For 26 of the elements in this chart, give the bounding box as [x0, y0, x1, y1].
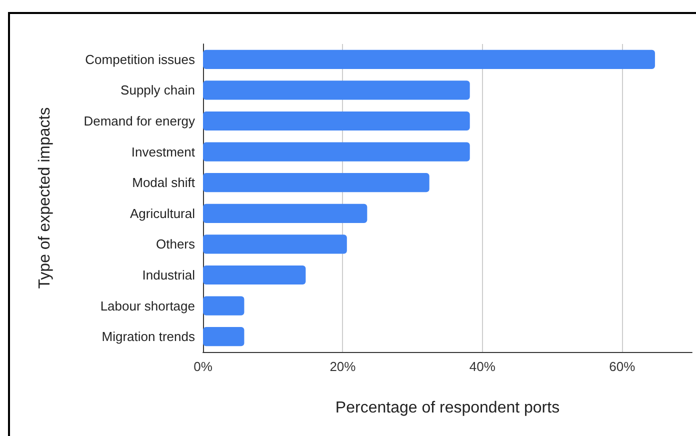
x-tick-label: 60%	[609, 359, 636, 374]
y-axis-title: Type of expected impacts	[36, 107, 54, 289]
bar	[203, 327, 244, 346]
x-axis-title: Percentage of respondent ports	[335, 400, 560, 416]
y-tick-label: Industrial	[142, 268, 196, 282]
bar	[203, 80, 470, 100]
y-tick-label: Demand for energy	[84, 114, 196, 128]
bar	[203, 204, 368, 223]
x-tick-label: 40%	[469, 359, 496, 374]
bar	[203, 111, 470, 131]
y-tick-label: Agricultural	[130, 206, 196, 221]
bar	[203, 173, 430, 192]
y-tick-label: Supply chain	[120, 82, 195, 98]
bar	[203, 265, 306, 285]
y-tick-label: Labour shortage	[100, 298, 195, 314]
bar	[203, 50, 655, 69]
y-tick-label: Competition issues	[85, 52, 196, 67]
y-tick-label: Migration trends	[102, 329, 196, 344]
bar	[203, 296, 244, 316]
y-tick-label: Investment	[131, 144, 196, 160]
x-tick-label: 0%	[194, 359, 213, 374]
bar	[203, 142, 470, 162]
bar	[203, 234, 347, 254]
y-tick-label: Others	[156, 236, 196, 252]
x-tick-label: 20%	[330, 359, 356, 374]
y-tick-label: Modal shift	[132, 175, 196, 190]
